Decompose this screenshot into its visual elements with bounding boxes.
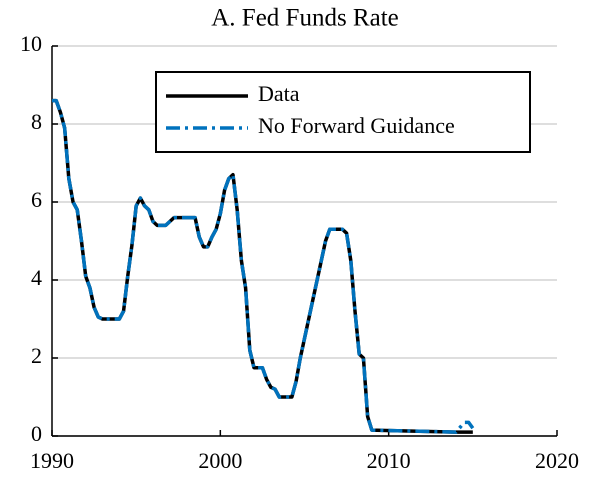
y-tick-label: 10	[20, 31, 42, 56]
chart-title: A. Fed Funds Rate	[211, 5, 399, 32]
y-tick-label: 4	[31, 265, 42, 290]
y-tick-label: 0	[31, 421, 42, 446]
y-tick-label: 6	[31, 187, 42, 212]
legend-box	[155, 71, 531, 153]
series-line	[52, 98, 475, 434]
x-tick-label: 1990	[30, 448, 74, 473]
legend: Data No Forward Guidance	[155, 71, 531, 153]
y-tick-label: 8	[31, 109, 42, 134]
legend-label: Data	[258, 81, 300, 106]
x-tick-label: 2010	[367, 448, 411, 473]
x-tick-label: 2000	[198, 448, 242, 473]
y-tick-label: 2	[31, 343, 42, 368]
x-tick-label: 2020	[535, 448, 579, 473]
legend-label: No Forward Guidance	[258, 113, 455, 138]
